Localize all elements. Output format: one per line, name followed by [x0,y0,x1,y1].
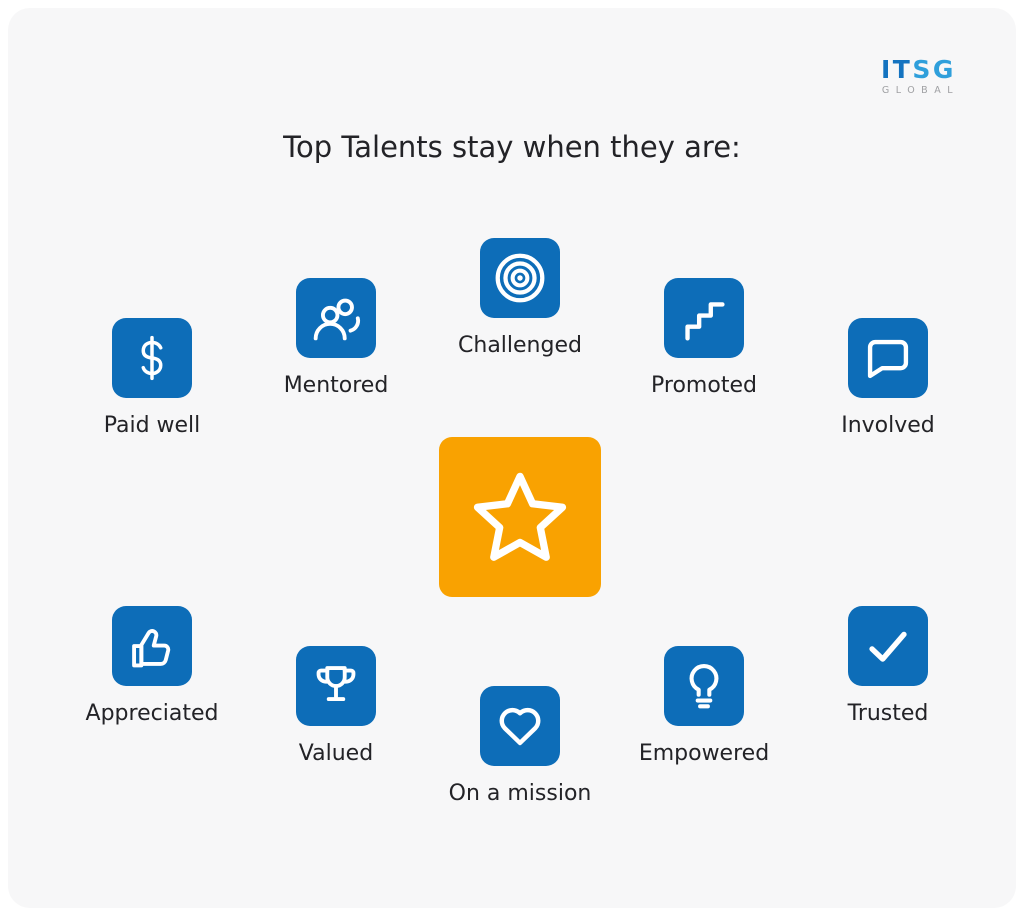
item-label: Paid well [103,413,201,438]
logo-text-secondary: SG [912,55,956,84]
item-valued: Valued [236,646,436,766]
tile-paid-well [112,318,192,398]
tile-on-a-mission [480,686,560,766]
tile-mentored [296,278,376,358]
item-label: Challenged [458,333,582,358]
item-label: Trusted [847,701,929,726]
logo-wordmark: ITSG [878,57,959,82]
tile-trusted [848,606,928,686]
item-involved: Involved [788,318,988,438]
speech-bubble-icon [867,339,909,379]
item-label: Appreciated [85,701,219,726]
stairs-icon [685,302,725,341]
item-label: On a mission [448,781,592,806]
heart-icon [499,707,541,746]
item-label: Valued [298,741,374,766]
infographic-canvas: ITSG GLOBAL Top Talents stay when they a… [8,8,1016,908]
item-label: Empowered [638,741,770,766]
tile-challenged [480,238,560,318]
tile-valued [296,646,376,726]
checkmark-icon [869,631,907,662]
item-challenged: Challenged [420,238,620,358]
item-trusted: Trusted [788,606,988,726]
dollar-icon [141,335,163,381]
logo-subtext: GLOBAL [881,85,959,96]
item-label: Mentored [283,373,389,398]
people-icon [313,298,361,341]
item-appreciated: Appreciated [52,606,252,726]
item-paid-well: Paid well [52,318,252,438]
thumbs-up-icon [132,629,171,668]
star-icon [473,472,567,561]
center-star-tile [439,437,601,597]
item-mentored: Mentored [236,278,436,398]
lightbulb-icon [689,664,719,709]
trophy-icon [316,666,356,702]
tile-promoted [664,278,744,358]
logo-text-primary: IT [881,55,913,84]
target-icon [495,253,545,303]
tile-involved [848,318,928,398]
tile-appreciated [112,606,192,686]
page-title: Top Talents stay when they are: [283,130,741,164]
item-label: Promoted [651,373,757,398]
item-promoted: Promoted [604,278,804,398]
itsg-logo: ITSG GLOBAL [878,57,959,96]
tile-empowered [664,646,744,726]
item-empowered: Empowered [604,646,804,766]
item-on-a-mission: On a mission [420,686,620,806]
item-label: Involved [841,413,935,438]
